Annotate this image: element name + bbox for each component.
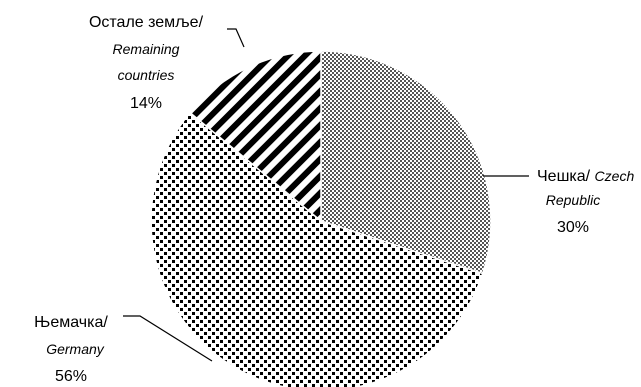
slice-czech-republic xyxy=(320,50,492,275)
label-germany-value: 56% xyxy=(55,368,87,385)
svg-text:Чешка/ Czech: Чешка/ Czech xyxy=(537,168,634,185)
label-germany-en: Germany xyxy=(46,341,105,357)
label-remaining-sr: Остале земље/ xyxy=(89,14,204,31)
leader-germany xyxy=(123,315,213,362)
label-germany-sr: Њемачка/ xyxy=(34,314,108,331)
label-czech: Чешка/ Czech Republic 30% xyxy=(537,168,634,236)
label-germany: Њемачка/ Germany 56% xyxy=(34,314,108,385)
leader-remaining xyxy=(227,28,245,48)
pie-slices xyxy=(150,50,492,387)
label-remaining: Остале земље/ Remaining countries 14% xyxy=(89,14,204,112)
label-czech-value: 30% xyxy=(557,219,589,236)
slice-germany xyxy=(150,111,484,387)
label-remaining-en1: Remaining xyxy=(113,41,180,57)
leader-lines xyxy=(123,28,529,362)
slice-remaining-countries xyxy=(188,50,322,223)
label-czech-sr: Чешка/ xyxy=(537,168,591,185)
label-remaining-en2: countries xyxy=(118,67,175,83)
label-remaining-value: 14% xyxy=(130,95,162,112)
label-czech-en2: Republic xyxy=(546,192,600,208)
label-czech-en1: Czech xyxy=(595,168,635,184)
